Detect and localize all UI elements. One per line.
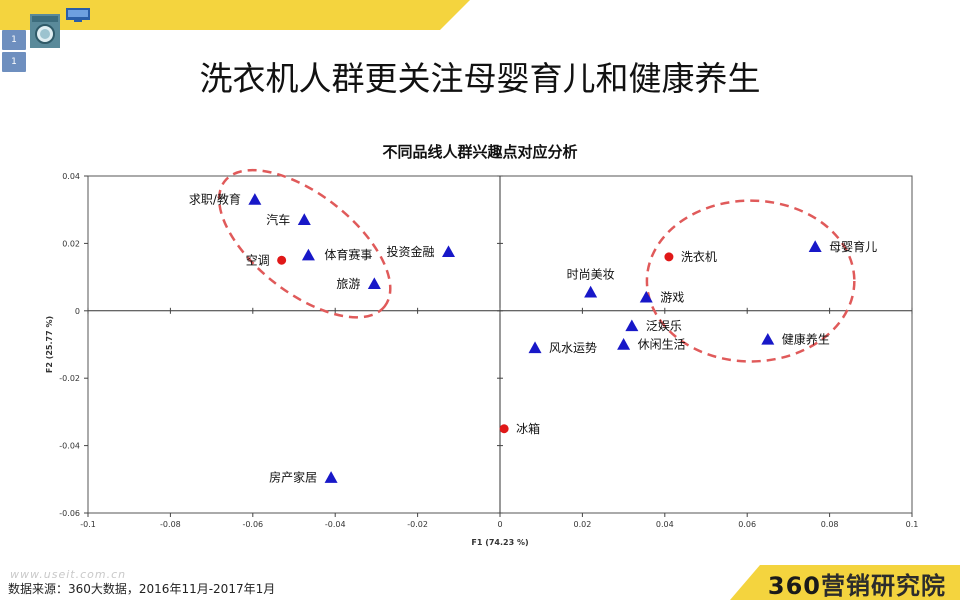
x-tick-label: 0.08 (821, 520, 839, 529)
data-point-triangle (248, 193, 262, 205)
x-tick-label: -0.02 (407, 520, 428, 529)
data-point-label: 体育赛事 (324, 247, 372, 262)
data-point-label: 旅游 (336, 277, 360, 291)
washing-machine-icon (30, 14, 60, 48)
chart-title: 不同品线人群兴趣点对应分析 (382, 143, 578, 161)
side-tab-1[interactable]: 1 (2, 30, 26, 50)
y-tick-label: -0.04 (59, 442, 80, 451)
data-point-triangle (617, 338, 631, 350)
y-axis-label: F2 (25.77 %) (45, 316, 54, 373)
data-point-label: 时尚美妆 (567, 267, 615, 281)
top-accent-band (0, 0, 470, 30)
data-point-circle (664, 252, 674, 262)
data-point-triangle (367, 277, 381, 290)
data-point-triangle (639, 290, 653, 303)
data-point-triangle (761, 332, 775, 345)
y-tick-label: 0 (75, 307, 80, 316)
x-tick-label: 0.1 (906, 520, 919, 529)
brand-text: 营销研究院 (821, 572, 946, 600)
x-tick-label: -0.06 (242, 520, 263, 529)
x-axis-label: F1 (74.23 %) (471, 538, 528, 547)
brand-number: 360 (767, 572, 821, 600)
highlight-ellipse-2 (645, 199, 856, 363)
data-point-label: 游戏 (660, 290, 684, 304)
brand-logo: 360营销研究院 (768, 566, 946, 601)
data-point-label: 冰箱 (516, 421, 540, 436)
monitor-icon (66, 8, 90, 22)
data-point-triangle (297, 213, 311, 226)
data-point-label: 空调 (246, 253, 270, 267)
y-tick-label: 0.02 (62, 239, 80, 248)
data-point-label: 母婴育儿 (829, 239, 877, 254)
x-tick-label: 0.06 (738, 520, 756, 529)
x-tick-label: 0.04 (656, 520, 674, 529)
bottom-accent-band (730, 565, 960, 600)
y-tick-label: -0.06 (59, 509, 80, 518)
y-tick-label: 0.04 (62, 172, 80, 181)
data-point-triangle (528, 341, 542, 354)
x-tick-label: 0 (497, 520, 502, 529)
data-point-label: 风水运势 (549, 341, 597, 355)
data-point-triangle (625, 319, 639, 332)
data-point-label: 健康养生 (782, 331, 830, 346)
data-point-label: 求职/教育 (189, 192, 241, 207)
x-tick-label: -0.04 (325, 520, 346, 529)
x-tick-label: -0.1 (80, 520, 96, 529)
data-point-triangle (324, 471, 338, 483)
data-point-triangle (584, 285, 598, 298)
data-point-triangle (301, 248, 315, 261)
data-point-circle (277, 255, 287, 265)
watermark-text: www.useit.com.cn (10, 568, 127, 581)
side-tab-2[interactable]: 1 (2, 52, 26, 72)
highlight-ellipse-1 (217, 168, 392, 319)
data-point-label: 汽车 (266, 212, 290, 227)
x-tick-label: 0.02 (573, 520, 591, 529)
data-point-label: 休闲生活 (638, 338, 686, 352)
data-point-label: 投资金融 (386, 244, 434, 259)
y-tick-label: -0.02 (59, 374, 80, 383)
data-point-triangle (808, 240, 822, 252)
data-point-label: 房产家居 (269, 470, 317, 485)
data-point-label: 洗衣机 (681, 249, 717, 264)
page-title: 洗衣机人群更关注母婴育儿和健康养生 (199, 59, 761, 98)
x-tick-label: -0.08 (160, 520, 181, 529)
data-point-label: 泛娱乐 (646, 319, 682, 333)
data-point-triangle (442, 245, 455, 258)
data-point-circle (499, 424, 509, 434)
data-source-note: 数据来源：360大数据，2016年11月-2017年1月 (8, 582, 276, 596)
